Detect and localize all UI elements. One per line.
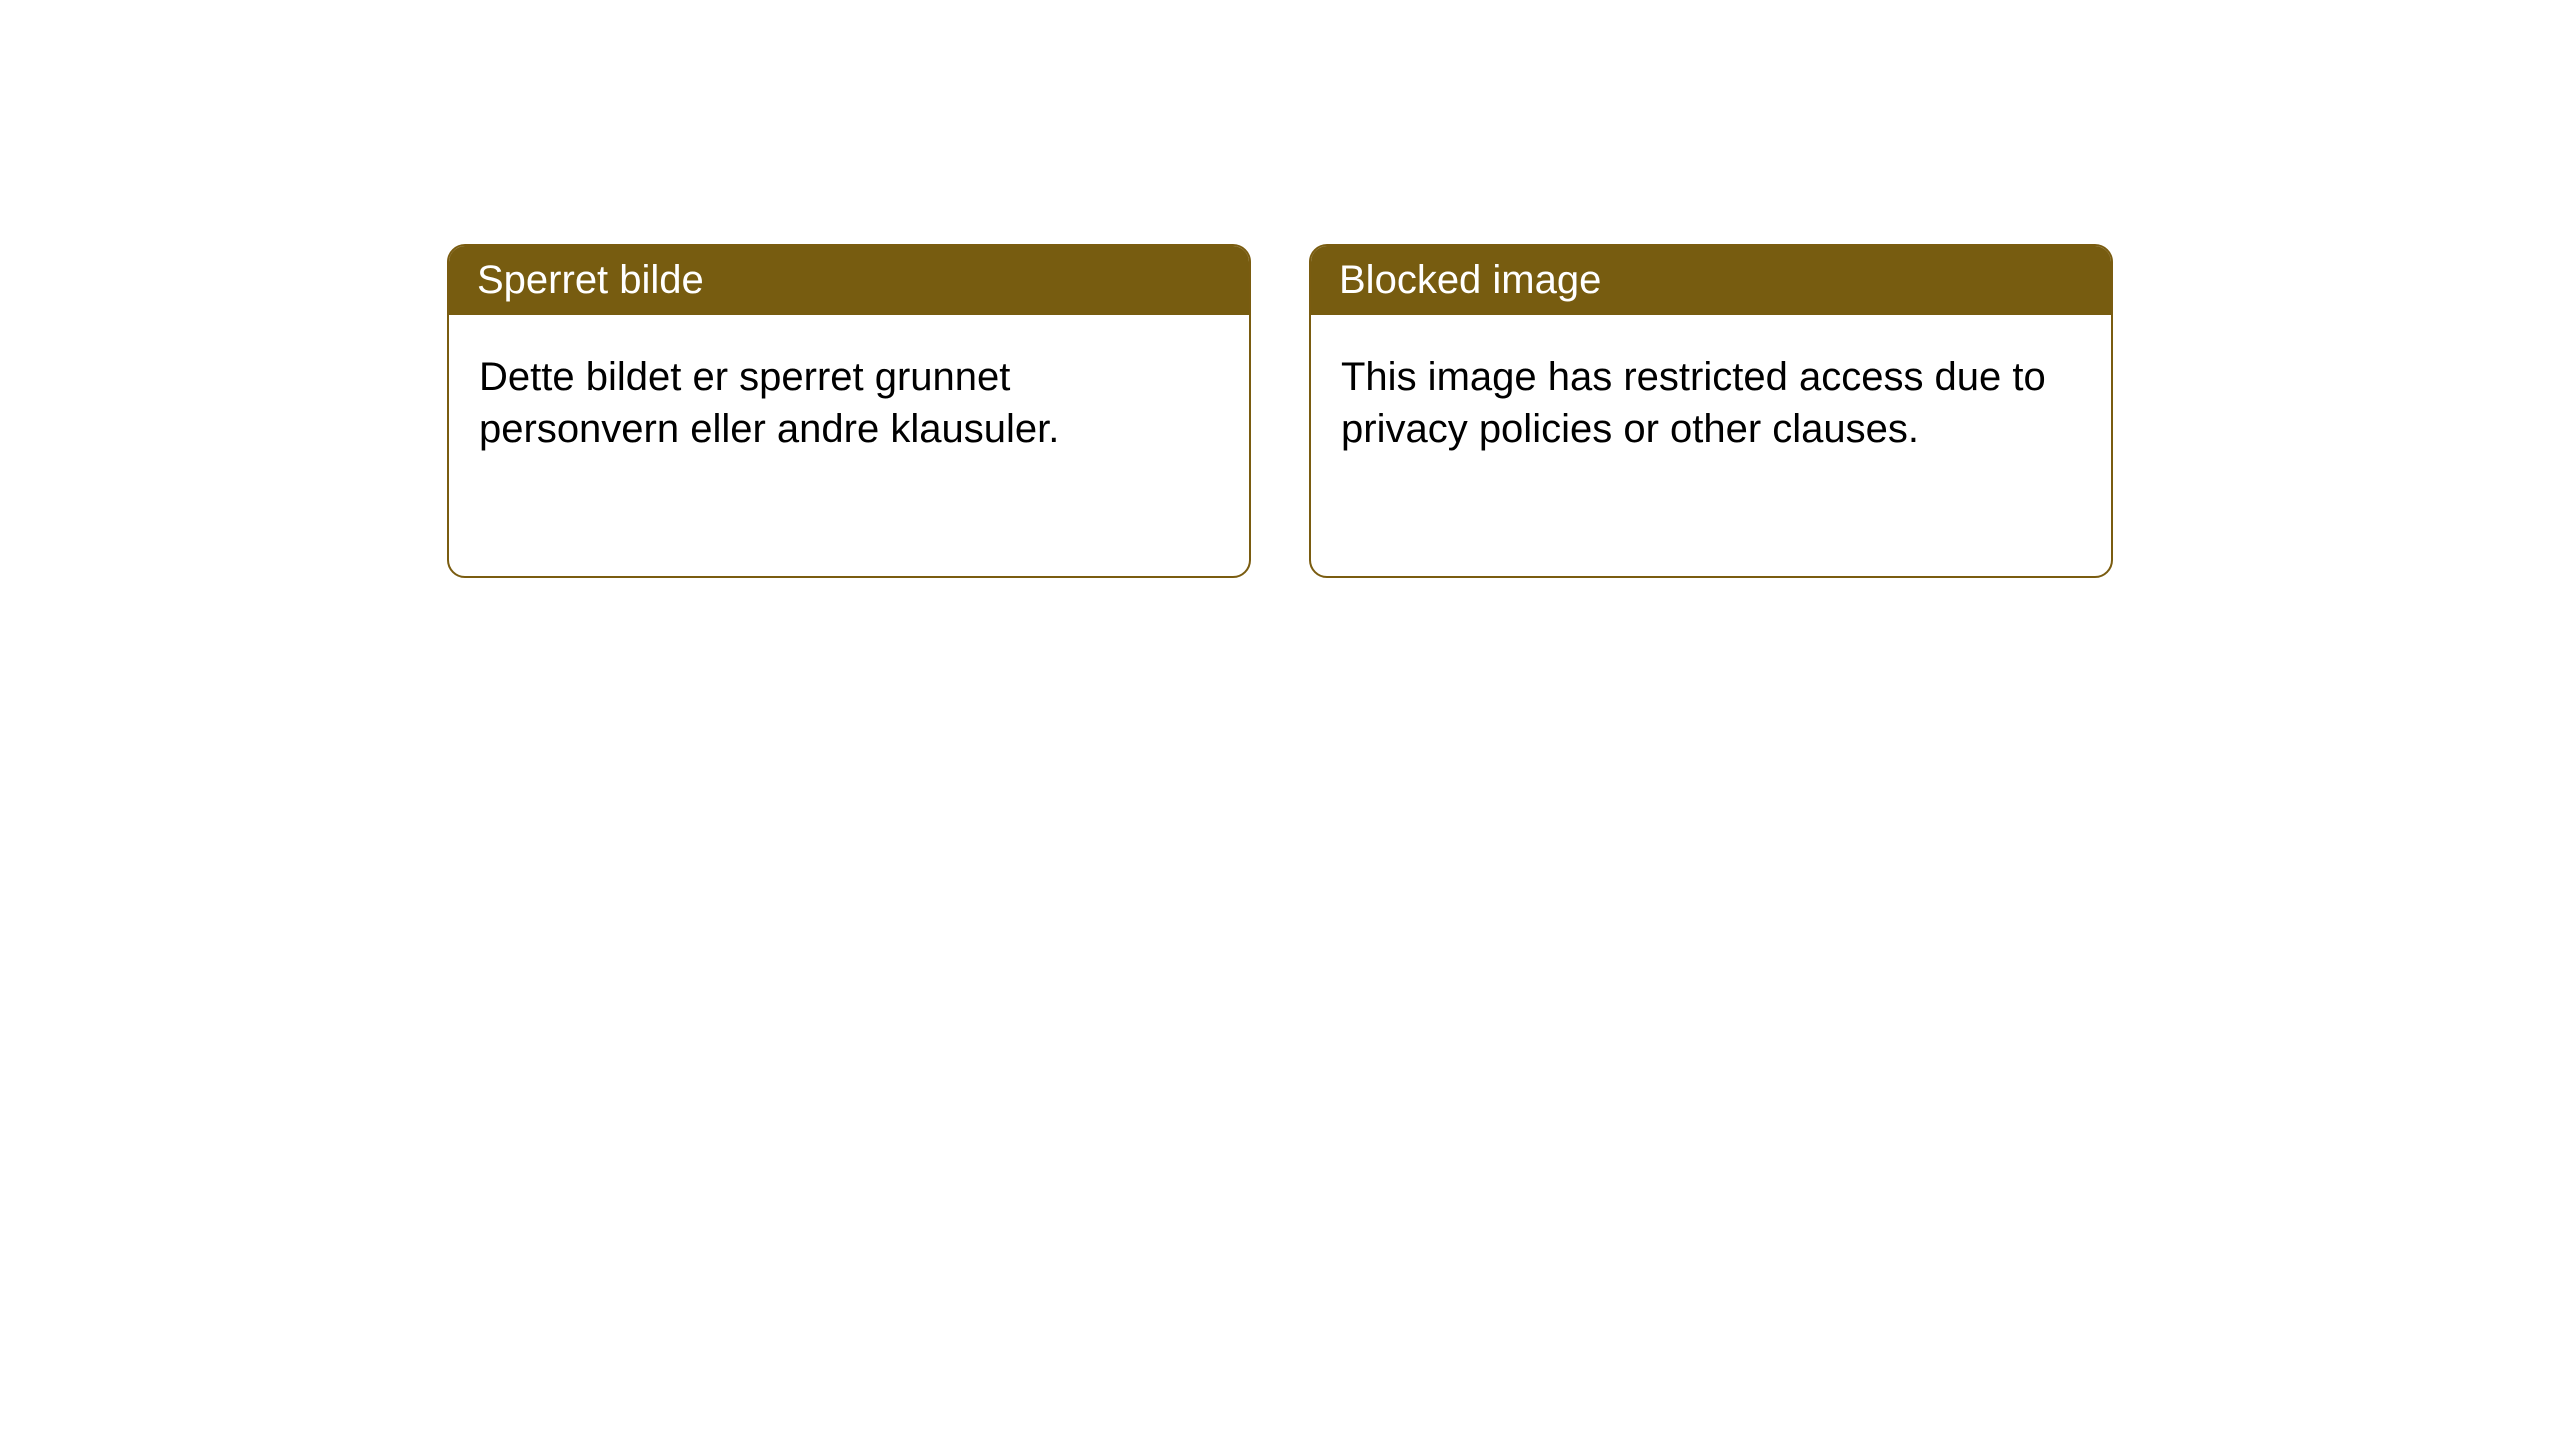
notice-body-english: This image has restricted access due to … bbox=[1311, 315, 2111, 491]
notice-body-norwegian: Dette bildet er sperret grunnet personve… bbox=[449, 315, 1249, 491]
notice-header-english: Blocked image bbox=[1311, 246, 2111, 315]
notice-card-norwegian: Sperret bilde Dette bildet er sperret gr… bbox=[447, 244, 1251, 578]
notice-header-norwegian: Sperret bilde bbox=[449, 246, 1249, 315]
notice-card-english: Blocked image This image has restricted … bbox=[1309, 244, 2113, 578]
notice-container: Sperret bilde Dette bildet er sperret gr… bbox=[447, 244, 2113, 1440]
